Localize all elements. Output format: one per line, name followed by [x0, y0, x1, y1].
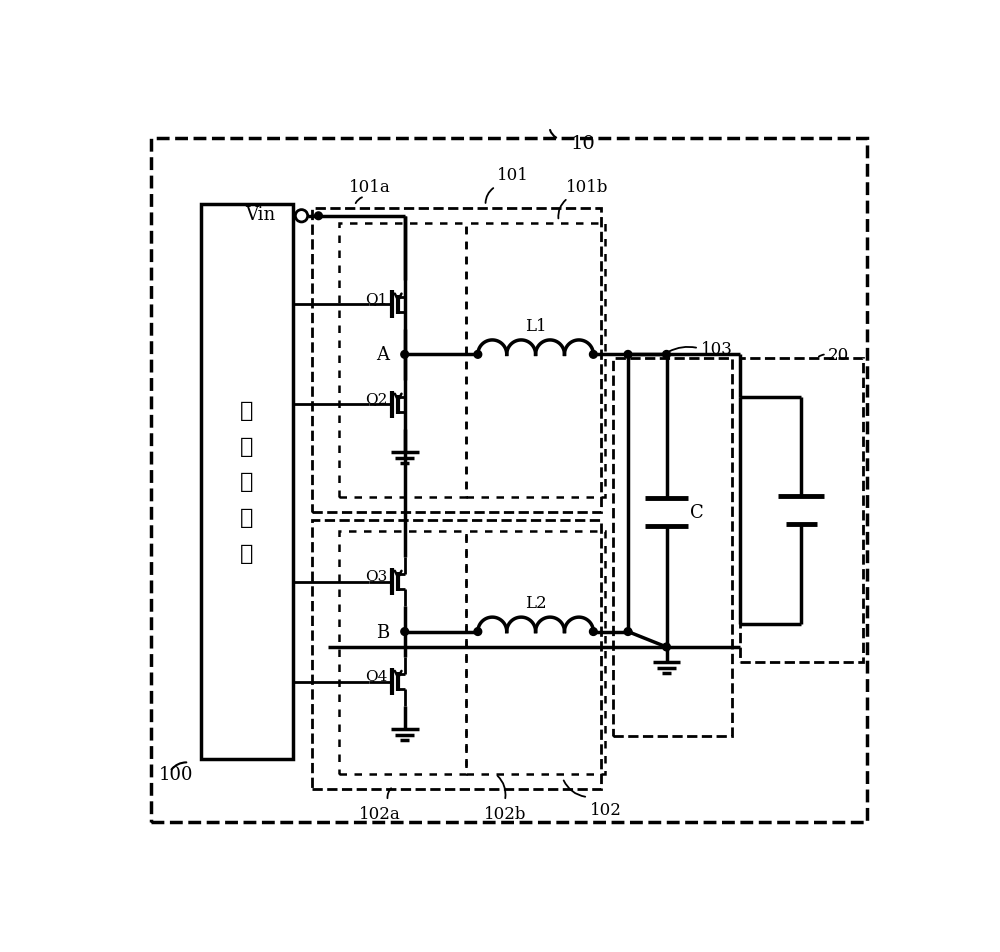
Circle shape — [590, 628, 597, 636]
Bar — [339, 532, 466, 774]
Circle shape — [624, 628, 632, 636]
Text: C: C — [690, 504, 703, 522]
Bar — [613, 359, 732, 736]
Text: Q1: Q1 — [365, 292, 387, 306]
Circle shape — [590, 351, 597, 359]
Bar — [201, 205, 293, 759]
Bar — [312, 208, 601, 513]
Bar — [339, 225, 466, 497]
Bar — [312, 521, 601, 789]
Circle shape — [474, 628, 482, 636]
Text: Q3: Q3 — [365, 568, 387, 583]
Circle shape — [474, 351, 482, 359]
Bar — [466, 532, 605, 774]
Circle shape — [663, 644, 670, 651]
Text: 102b: 102b — [484, 805, 526, 822]
Text: Vin: Vin — [246, 206, 276, 224]
Bar — [466, 225, 605, 497]
Text: 102a: 102a — [359, 805, 401, 822]
Text: Q2: Q2 — [365, 392, 387, 406]
Circle shape — [401, 351, 409, 359]
Text: 20: 20 — [828, 347, 849, 364]
Circle shape — [315, 212, 322, 221]
Text: 100: 100 — [158, 765, 193, 783]
Text: Q4: Q4 — [365, 668, 387, 683]
Bar — [740, 359, 863, 663]
Circle shape — [401, 628, 409, 636]
Text: L2: L2 — [525, 594, 546, 611]
Text: 10: 10 — [570, 134, 595, 152]
Text: 101b: 101b — [566, 179, 609, 196]
Text: 101a: 101a — [349, 179, 391, 196]
Text: B: B — [376, 623, 389, 641]
Text: L1: L1 — [525, 317, 546, 334]
Circle shape — [624, 351, 632, 359]
Text: 103: 103 — [701, 341, 733, 357]
Text: 多
相
控
制
器: 多 相 控 制 器 — [240, 400, 254, 564]
Circle shape — [663, 351, 670, 359]
Text: 101: 101 — [497, 168, 529, 185]
Text: A: A — [376, 346, 389, 364]
Text: 102: 102 — [590, 802, 621, 818]
